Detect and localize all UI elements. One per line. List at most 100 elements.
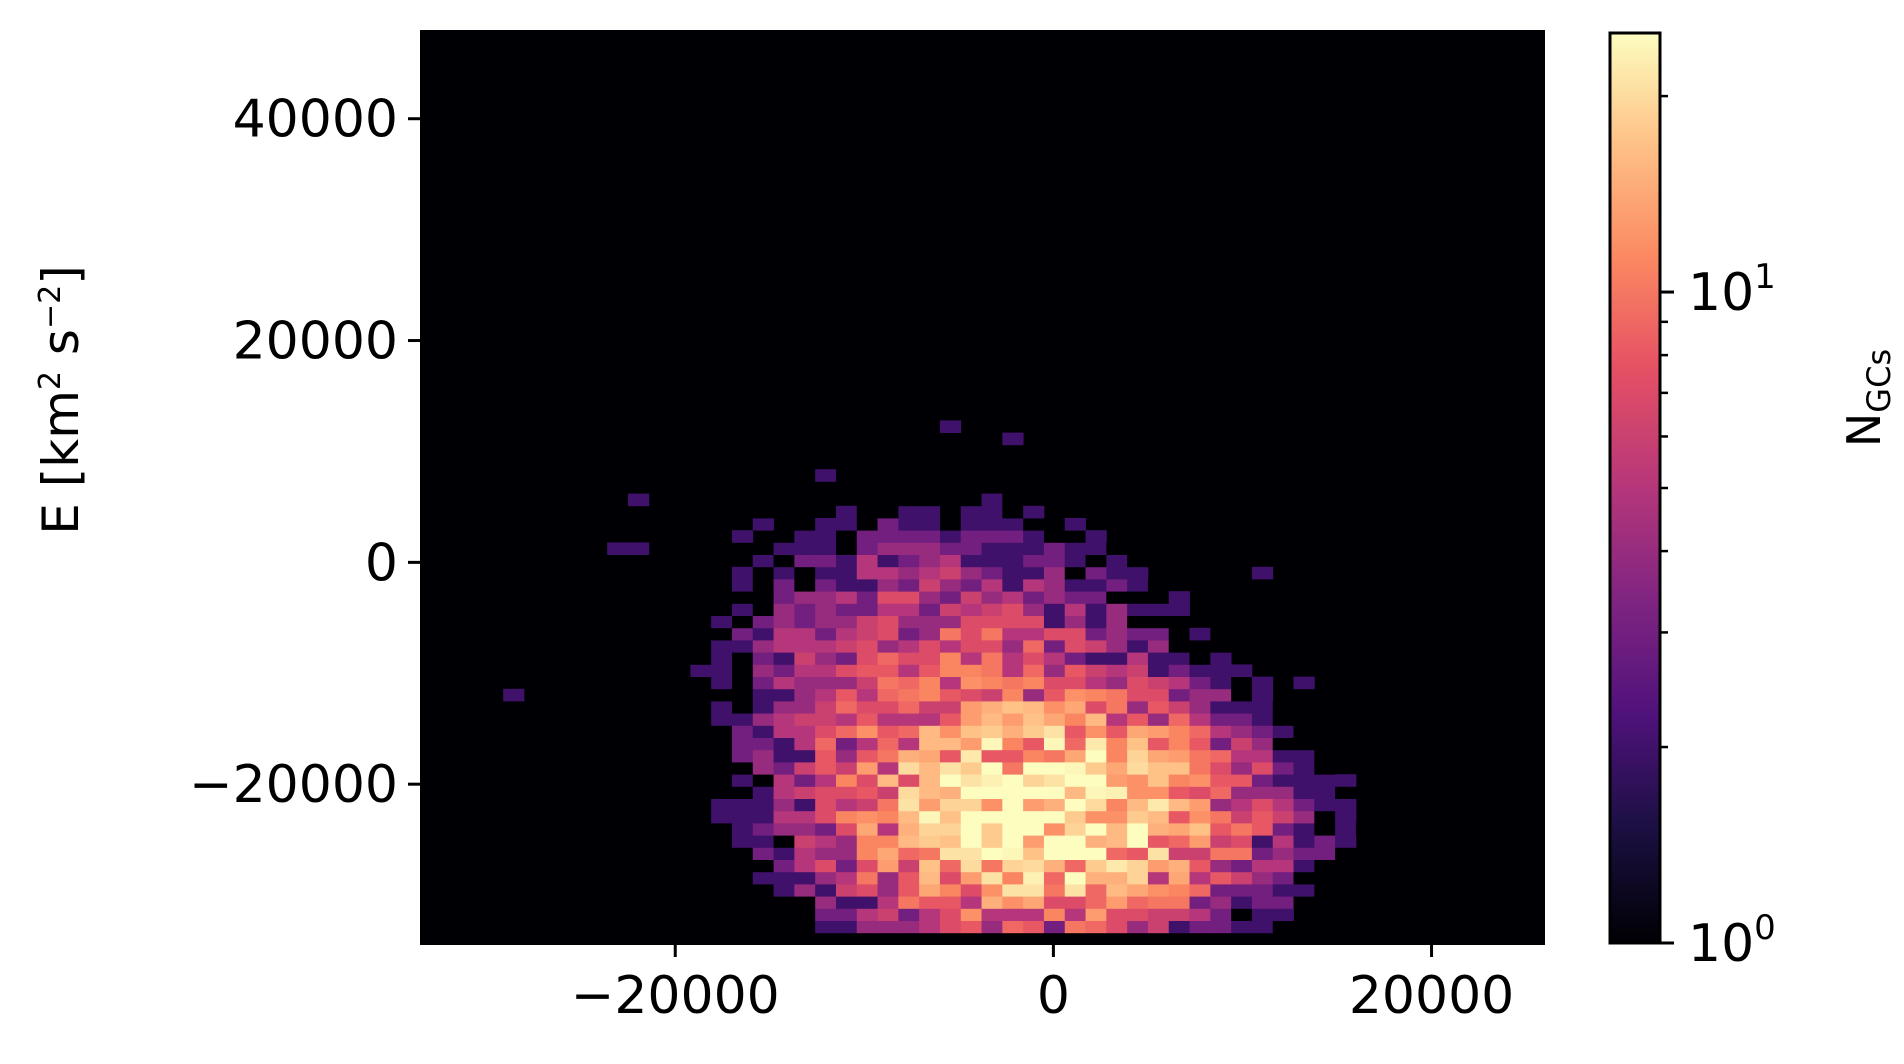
heatmap-cell bbox=[960, 762, 982, 775]
heatmap-cell bbox=[752, 823, 774, 836]
heatmap-cell bbox=[815, 688, 837, 702]
heatmap-cell bbox=[1085, 908, 1107, 921]
heatmap-cell bbox=[752, 884, 774, 897]
heatmap-cell bbox=[794, 579, 816, 592]
heatmap-cell bbox=[877, 676, 899, 690]
heatmap-cell bbox=[960, 786, 982, 799]
heatmap-cell bbox=[1147, 835, 1170, 848]
heatmap-cell bbox=[1002, 688, 1024, 702]
heatmap-cell bbox=[690, 713, 712, 726]
heatmap-cell bbox=[1272, 749, 1294, 763]
heatmap-cell bbox=[1231, 847, 1253, 860]
heatmap-cell bbox=[919, 615, 941, 629]
heatmap-cell bbox=[1210, 847, 1232, 860]
heatmap-cell bbox=[835, 652, 858, 665]
heatmap-cell bbox=[669, 835, 691, 848]
heatmap-cell bbox=[939, 908, 962, 921]
heatmap-cell bbox=[877, 542, 899, 555]
heatmap-cell bbox=[1147, 859, 1170, 873]
heatmap-cell bbox=[1168, 810, 1190, 824]
heatmap-cell bbox=[1147, 823, 1170, 836]
colorbar: 100 101 bbox=[1608, 31, 1776, 974]
heatmap-cell bbox=[939, 457, 962, 470]
heatmap-cell bbox=[1251, 896, 1274, 909]
heatmap-cell bbox=[1293, 725, 1315, 738]
heatmap-cell bbox=[1023, 762, 1045, 775]
heatmap-cell bbox=[1189, 798, 1211, 812]
heatmap-cell bbox=[1064, 920, 1086, 934]
heatmap-cell bbox=[981, 896, 1003, 909]
heatmap-cell bbox=[1043, 615, 1066, 629]
heatmap-cell bbox=[919, 847, 941, 860]
heatmap-cell bbox=[794, 884, 816, 897]
heatmap-cell bbox=[1106, 871, 1128, 885]
heatmap-cell bbox=[981, 518, 1003, 531]
heatmap-cell bbox=[1272, 823, 1294, 836]
heatmap-cell bbox=[1147, 664, 1170, 677]
heatmap-cell bbox=[898, 542, 920, 555]
heatmap-cell bbox=[752, 664, 774, 677]
heatmap-cell bbox=[960, 701, 982, 714]
heatmap-cell bbox=[856, 566, 878, 580]
heatmap-cell bbox=[1210, 627, 1232, 641]
heatmap-cell bbox=[815, 554, 837, 568]
heatmap-cell bbox=[835, 640, 858, 653]
heatmap-cell bbox=[1064, 749, 1086, 763]
heatmap-cell bbox=[752, 640, 774, 653]
heatmap-cell bbox=[752, 774, 774, 787]
heatmap-cell bbox=[856, 823, 878, 836]
heatmap-cell bbox=[1189, 688, 1211, 702]
heatmap-cell bbox=[1127, 664, 1149, 677]
heatmap-cell bbox=[1251, 688, 1274, 702]
heatmap-cell bbox=[773, 554, 795, 568]
heatmap-cell bbox=[1210, 688, 1232, 702]
heatmap-cell bbox=[835, 701, 858, 714]
heatmap-cell bbox=[1127, 884, 1149, 897]
heatmap-cell bbox=[1231, 920, 1253, 934]
heatmap-cell bbox=[627, 493, 650, 507]
y-axis-label: E [km2 s−2] bbox=[32, 265, 90, 534]
heatmap-cell bbox=[939, 688, 962, 702]
heatmap-cell bbox=[960, 713, 982, 726]
y-tick-label: 20000 bbox=[233, 312, 398, 372]
heatmap-cell bbox=[1043, 835, 1066, 848]
heatmap-cell bbox=[1064, 798, 1086, 812]
heatmap-cell bbox=[794, 859, 816, 873]
heatmap-cell bbox=[898, 859, 920, 873]
heatmap-cell bbox=[1064, 640, 1086, 653]
heatmap-cell bbox=[1272, 908, 1294, 921]
heatmap-cell bbox=[1064, 847, 1086, 860]
heatmap-cell bbox=[960, 615, 982, 629]
heatmap-cell bbox=[835, 908, 858, 921]
heatmap-cell bbox=[898, 786, 920, 799]
heatmap-cell bbox=[1002, 615, 1024, 629]
heatmap-cell bbox=[939, 505, 962, 519]
heatmap-cell bbox=[1210, 798, 1232, 812]
heatmap-cell bbox=[939, 493, 962, 507]
heatmap-cell bbox=[815, 798, 837, 812]
heatmap-cell bbox=[981, 554, 1003, 568]
heatmap-cell bbox=[981, 566, 1003, 580]
heatmap-cell bbox=[1023, 530, 1045, 543]
heatmap-cell bbox=[1231, 774, 1253, 787]
heatmap-cell bbox=[981, 884, 1003, 897]
heatmap-cell bbox=[1043, 786, 1066, 799]
heatmap-cell bbox=[1189, 725, 1211, 738]
heatmap-cell bbox=[1210, 591, 1232, 604]
heatmap-cell bbox=[939, 859, 962, 873]
heatmap-cell bbox=[939, 530, 962, 543]
heatmap-cell bbox=[1272, 713, 1294, 726]
heatmap-cell bbox=[627, 688, 650, 702]
heatmap-cell bbox=[1043, 530, 1066, 543]
heatmap-cell bbox=[981, 810, 1003, 824]
x-tick-label: −20000 bbox=[571, 966, 780, 1026]
heatmap-cell bbox=[815, 725, 837, 738]
heatmap-cell bbox=[898, 908, 920, 921]
heatmap-cell bbox=[1106, 798, 1128, 812]
heatmap-cell bbox=[1002, 884, 1024, 897]
heatmap-cell bbox=[939, 871, 962, 885]
heatmap-cell bbox=[877, 591, 899, 604]
heatmap-cell bbox=[939, 652, 962, 665]
heatmap-cell bbox=[1251, 835, 1274, 848]
heatmap-cell bbox=[1293, 676, 1315, 690]
